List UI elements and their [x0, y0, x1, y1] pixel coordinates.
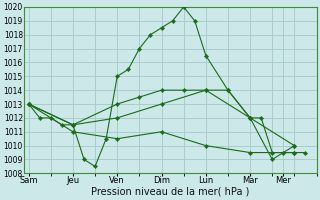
- X-axis label: Pression niveau de la mer( hPa ): Pression niveau de la mer( hPa ): [91, 187, 250, 197]
